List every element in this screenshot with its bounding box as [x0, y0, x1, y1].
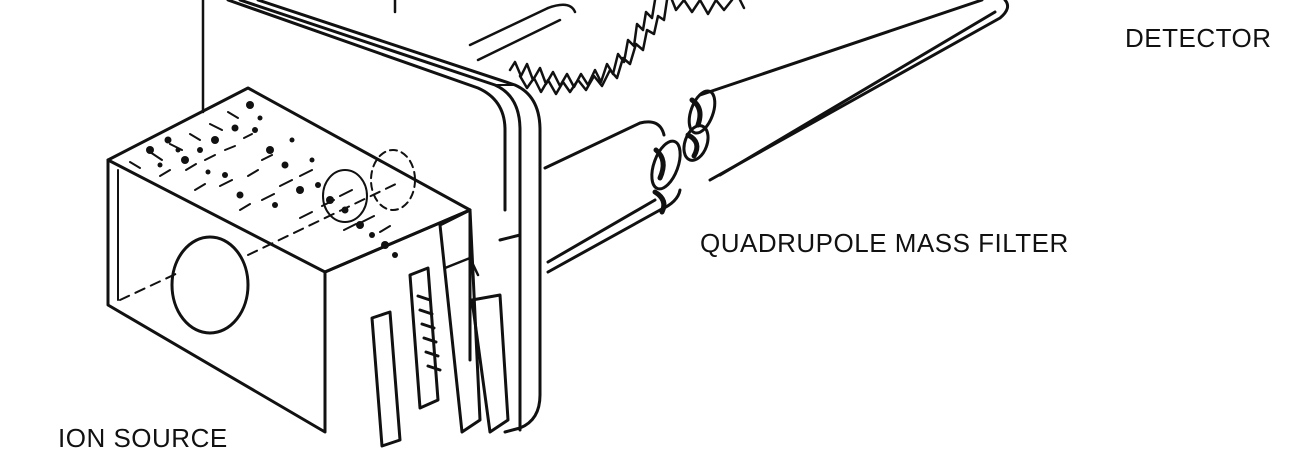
ion-source-label: ION SOURCE	[58, 423, 228, 453]
detector-label: DETECTOR	[1125, 23, 1272, 53]
detector-lead-wire	[508, 0, 746, 96]
ion-source-box	[106, 86, 472, 434]
plate-opening	[370, 149, 416, 211]
rear-rods	[393, 0, 577, 62]
quadrupole-rod-lower	[543, 120, 682, 274]
ion-source-shading-dots	[146, 101, 398, 258]
ion-source-aperture	[170, 235, 250, 335]
quadrupole-rod-upper	[682, 0, 1010, 182]
focusing-lens-plates	[370, 208, 522, 448]
mounting-plate	[226, 0, 542, 434]
quadrupole-mass-filter-label: QUADRUPOLE MASS FILTER	[700, 228, 1069, 258]
